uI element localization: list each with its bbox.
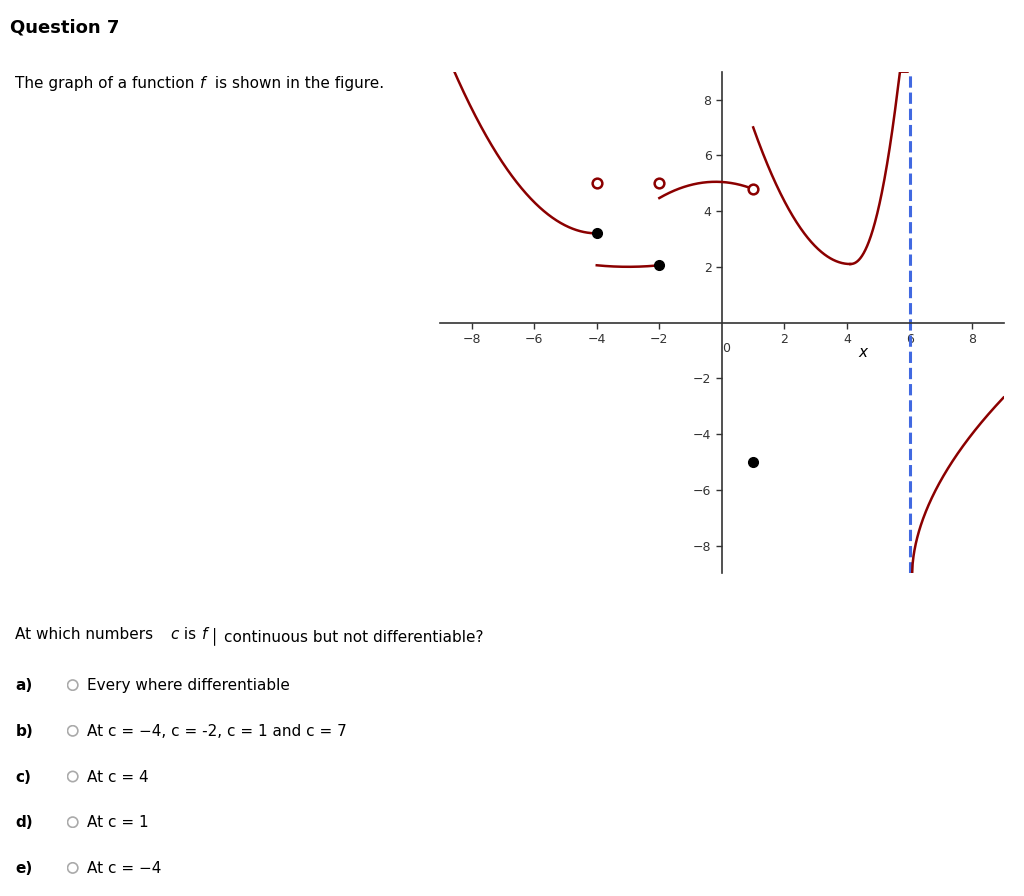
Text: The graph of a function: The graph of a function	[15, 76, 200, 91]
Text: c: c	[170, 627, 178, 642]
Text: At c = 1: At c = 1	[87, 815, 148, 831]
Text: At c = −4: At c = −4	[87, 861, 162, 876]
Text: b): b)	[15, 724, 33, 739]
Text: Question 7: Question 7	[10, 18, 120, 36]
Text: At which numbers: At which numbers	[15, 627, 159, 642]
Text: At c = 4: At c = 4	[87, 770, 148, 785]
Text: │ continuous but not differentiable?: │ continuous but not differentiable?	[210, 627, 483, 645]
Text: d): d)	[15, 815, 33, 831]
Text: is shown in the figure.: is shown in the figure.	[210, 76, 384, 91]
Text: f: f	[202, 627, 207, 642]
Text: f: f	[200, 76, 205, 91]
Text: At c = −4, c = -2, c = 1 and c = 7: At c = −4, c = -2, c = 1 and c = 7	[87, 724, 347, 739]
Text: e): e)	[15, 861, 33, 876]
Text: is: is	[179, 627, 201, 642]
Text: x: x	[858, 345, 867, 360]
Text: c): c)	[15, 770, 32, 785]
Text: 0: 0	[723, 342, 730, 355]
Text: Every where differentiable: Every where differentiable	[87, 678, 290, 694]
Text: a): a)	[15, 678, 33, 694]
